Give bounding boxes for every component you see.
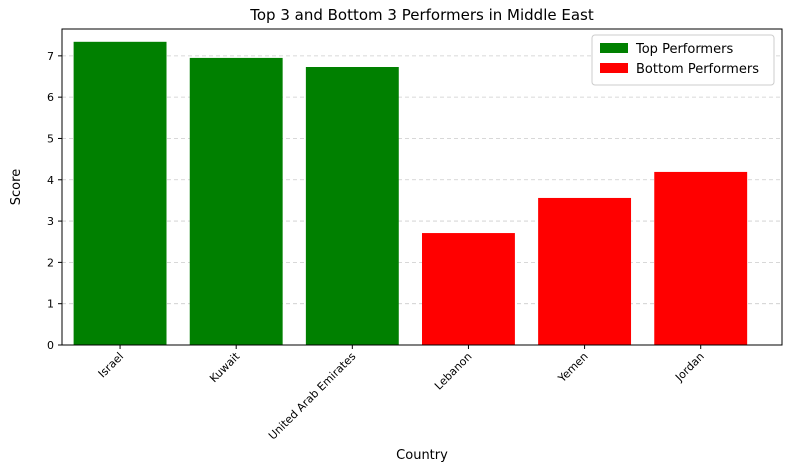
legend-label: Top Performers bbox=[635, 42, 733, 57]
y-tick-label: 4 bbox=[47, 174, 54, 187]
legend-box bbox=[591, 34, 775, 86]
plot-frame bbox=[61, 28, 783, 346]
x-tick-label: Jordan bbox=[672, 350, 707, 385]
y-tick-label: 1 bbox=[47, 298, 54, 311]
x-tick-label: Israel bbox=[96, 350, 126, 380]
bar bbox=[305, 67, 399, 345]
x-tick-label: United Arab Emirates bbox=[266, 350, 359, 443]
y-tick-label: 0 bbox=[47, 339, 54, 352]
bar bbox=[654, 171, 748, 345]
bar bbox=[538, 197, 632, 345]
chart-title: Top 3 and Bottom 3 Performers in Middle … bbox=[249, 6, 594, 24]
y-axis-label: Score bbox=[9, 169, 24, 205]
legend-swatch bbox=[600, 63, 628, 73]
bar bbox=[73, 41, 167, 345]
y-tick-label: 3 bbox=[47, 215, 54, 228]
y-tick-label: 6 bbox=[47, 91, 54, 104]
bar bbox=[422, 233, 515, 345]
y-tick-label: 7 bbox=[47, 50, 54, 63]
x-tick-label: Yemen bbox=[555, 350, 591, 386]
x-axis-label: Country bbox=[396, 448, 448, 463]
y-tick-label: 2 bbox=[47, 256, 54, 269]
legend-label: Bottom Performers bbox=[636, 62, 759, 77]
bar bbox=[189, 57, 283, 345]
x-tick-label: Lebanon bbox=[432, 350, 475, 393]
y-tick-label: 5 bbox=[47, 132, 54, 145]
legend-swatch bbox=[600, 43, 628, 53]
x-tick-label: Kuwait bbox=[207, 349, 243, 385]
